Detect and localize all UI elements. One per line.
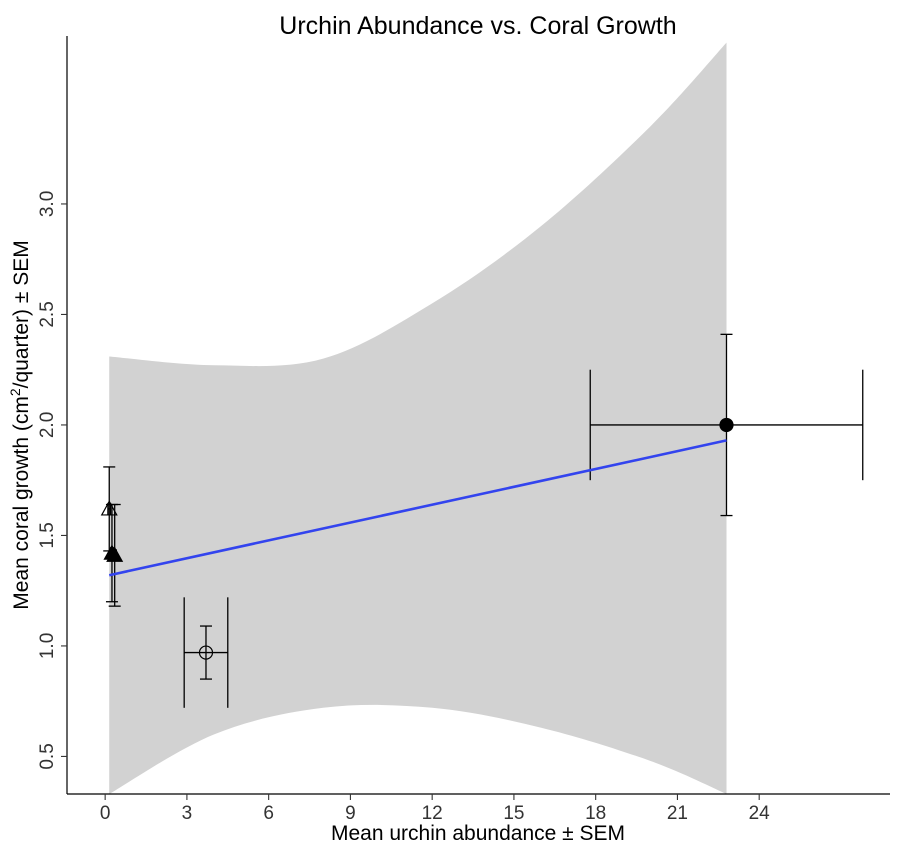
x-tick-label: 18 <box>585 803 606 824</box>
confidence-ribbon-layer <box>109 42 727 794</box>
y-tick-label: 3.0 <box>37 191 58 217</box>
filled-circle-point <box>719 417 734 433</box>
x-tick-label: 12 <box>422 803 443 824</box>
points-layer <box>100 417 734 660</box>
confidence-ribbon <box>109 42 727 794</box>
y-tick-label: 0.5 <box>37 743 58 769</box>
y-axis-label: Mean coral growth (cm2/quarter) ± SEM <box>7 240 33 609</box>
x-ticks: 0 3 6 9 12 15 18 21 24 <box>100 794 770 824</box>
x-axis-label: Mean urchin abundance ± SEM <box>331 822 625 845</box>
y-tick-label: 1.0 <box>37 633 58 659</box>
y-axis-label-superscript: 2 <box>7 388 23 396</box>
y-axis-label-tail: /quarter) ± SEM <box>10 240 33 388</box>
y-axis-label-main: Mean coral growth (cm <box>10 396 33 610</box>
chart-title: Urchin Abundance vs. Coral Growth <box>279 12 676 40</box>
x-tick-label: 21 <box>667 803 688 824</box>
x-tick-label: 0 <box>100 803 111 824</box>
x-tick-label: 9 <box>345 803 356 824</box>
x-tick-label: 3 <box>182 803 193 824</box>
fit-line <box>108 439 727 577</box>
x-tick-label: 24 <box>749 803 771 824</box>
open-circle-point <box>198 645 214 660</box>
y-tick-label: 2.5 <box>37 301 58 327</box>
x-tick-label: 15 <box>503 803 524 824</box>
fit-line-layer <box>108 439 727 577</box>
y-tick-label: 2.0 <box>37 412 58 438</box>
open-triangle-point <box>100 500 118 516</box>
y-tick-label: 1.5 <box>37 522 58 548</box>
y-ticks: 0.5 1.0 1.5 2.0 2.5 3.0 <box>37 191 67 770</box>
x-tick-label: 6 <box>263 803 274 824</box>
filled-triangle-b-point <box>106 546 124 562</box>
